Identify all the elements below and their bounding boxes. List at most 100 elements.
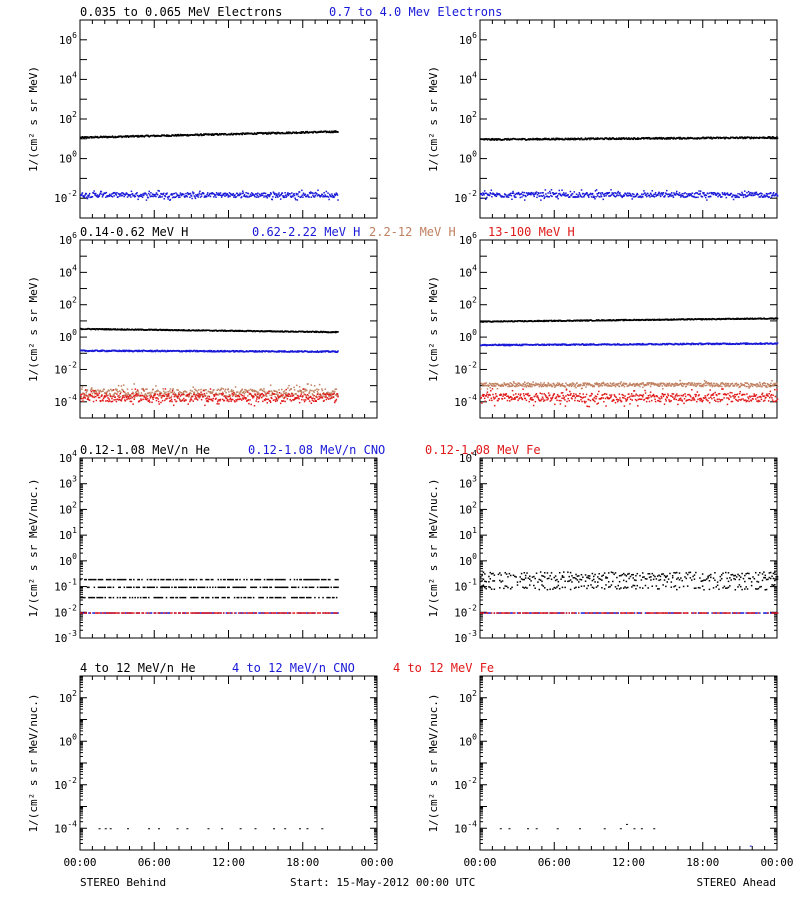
data-point [545,137,547,140]
data-point [758,196,760,198]
data-point [87,398,90,401]
data-point [191,191,194,193]
data-point [304,132,306,134]
data-point [150,393,152,395]
ytick-label: 10-2 [454,360,477,376]
data-point [109,329,112,331]
data-point [572,196,575,198]
data-point [508,139,511,141]
data-point [127,396,130,398]
data-point [650,193,652,196]
data-point [491,344,493,347]
data-point [638,196,641,198]
data-point [129,194,131,197]
data-point [260,396,263,399]
data-point [331,130,333,133]
data-point [148,394,150,397]
data-point [608,319,611,321]
data-point [320,195,323,197]
data-point [505,194,507,196]
data-point [590,192,592,195]
data-point [708,196,710,198]
data-point [274,192,276,195]
data-point [481,197,483,200]
data-point [766,195,769,198]
data-point [196,390,198,392]
data-point [253,194,256,197]
data-point [514,193,517,196]
data-point [195,396,197,399]
data-point [314,130,316,133]
data-point [287,387,289,389]
data-point [229,397,232,399]
data-point [87,395,89,398]
data-point [485,192,488,195]
data-point [297,195,300,198]
data-point [699,190,702,192]
data-point [117,196,119,198]
data-point [103,396,105,398]
data-point [252,390,254,393]
data-point [146,395,148,398]
data-point [312,132,314,134]
data-point [122,192,124,194]
data-point [81,192,84,194]
data-point [506,138,509,141]
data-point [123,195,125,198]
data-point [629,138,632,140]
data-point [124,194,127,196]
data-point [309,192,311,195]
data-point [604,192,607,195]
data-point [166,395,169,397]
data-point [312,194,314,197]
data-point [315,331,318,334]
data-point [90,136,93,138]
data-point [258,397,260,400]
data-point [232,192,235,195]
data-point [142,193,144,195]
data-point [97,389,99,391]
data-point [120,391,122,394]
data-point [295,192,298,195]
data-point [285,132,287,134]
data-point [739,136,742,139]
data-point [557,137,560,140]
data-point [196,195,198,197]
data-point [538,138,540,140]
data-point [491,193,494,195]
data-point [245,132,247,134]
data-point [224,388,227,391]
data-point [160,401,162,404]
data-point [181,399,184,401]
data-point [278,192,280,194]
data-point [188,349,191,352]
data-point [200,193,202,196]
data-point [578,196,580,198]
data-point [198,192,201,194]
data-point [189,392,191,394]
data-point [313,398,316,400]
data-point [235,393,237,396]
data-point [491,139,493,141]
data-point [108,400,111,402]
data-point [140,195,143,198]
data-point [133,194,135,197]
data-point [160,397,163,399]
row1-title-0: 0.14-0.62 MeV H [80,225,188,239]
data-point [308,400,311,402]
data-point [688,192,690,195]
data-point [507,343,509,346]
data-point [328,393,331,396]
data-point [235,398,237,401]
data-point [292,195,294,198]
data-point [521,191,524,194]
data-point [131,349,133,352]
data-point [165,398,167,400]
data-point [298,397,300,400]
data-point [330,394,332,396]
data-point [232,194,234,197]
data-point [178,397,181,400]
data-point [206,193,208,196]
data-point [600,195,603,198]
data-point [184,195,187,197]
